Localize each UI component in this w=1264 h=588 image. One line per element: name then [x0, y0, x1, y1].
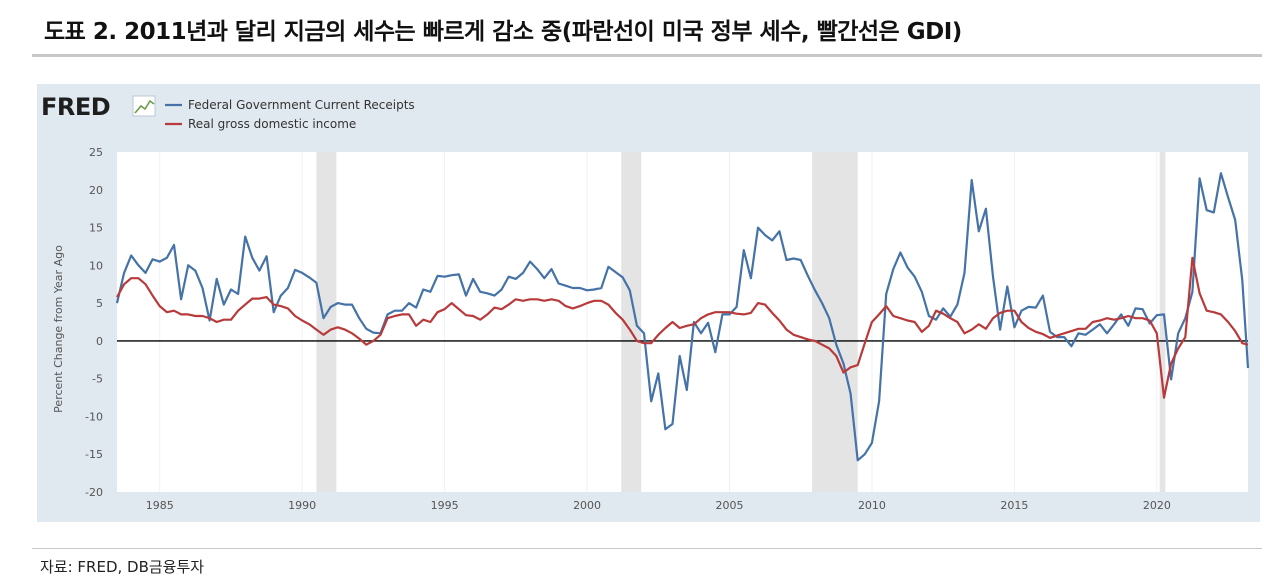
fred-logo-chart-icon: [132, 95, 156, 117]
y-axis-label: Percent Change from Year Ago: [52, 245, 65, 413]
chart-panel: 25 20 15 10 5 0 -5 -10 -15 -20 1985 1990 1995 2000 20…: [37, 84, 1260, 522]
series-line-gdi: [116, 256, 1249, 399]
fred-logo-text: FRED: [41, 93, 110, 121]
y-tick-label: 5: [96, 297, 103, 310]
recession-band: [316, 152, 337, 492]
x-tick-label: 2005: [716, 499, 744, 512]
y-tick-label: 20: [89, 184, 103, 197]
recession-band: [812, 152, 858, 492]
page-title: 도표 2. 2011년과 달리 지금의 세수는 빠르게 감소 중(파란선이 미국…: [44, 19, 962, 45]
title-divider: [32, 54, 1262, 57]
x-tick-label: 2000: [573, 499, 601, 512]
y-tick-label: -10: [85, 410, 103, 423]
x-tick-label: 2015: [1000, 499, 1028, 512]
recession-band: [621, 152, 642, 492]
x-tick-label: 2020: [1143, 499, 1171, 512]
y-tick-label: 0: [96, 335, 103, 348]
series-line-receipts: [115, 172, 1250, 462]
plot-area: [117, 152, 1248, 492]
y-tick-label: -5: [92, 373, 103, 386]
y-tick-label: 15: [89, 222, 103, 235]
y-tick-label: 10: [89, 259, 103, 272]
fred-logo-trend-icon: [134, 99, 155, 114]
source-note: 자료: FRED, DB금융투자: [40, 558, 205, 576]
y-tick-label: -15: [85, 448, 103, 461]
legend-label: Federal Government Current Receipts: [188, 98, 415, 112]
y-tick-label: -20: [85, 486, 103, 499]
x-tick-label: 1995: [431, 499, 459, 512]
y-tick-label: 25: [89, 146, 103, 159]
x-tick-label: 1990: [288, 499, 316, 512]
footer-divider: [32, 548, 1262, 549]
x-tick-label: 1985: [146, 499, 174, 512]
x-tick-label: 2010: [858, 499, 886, 512]
legend-label: Real gross domestic income: [188, 117, 356, 131]
recession-band: [1159, 152, 1166, 492]
